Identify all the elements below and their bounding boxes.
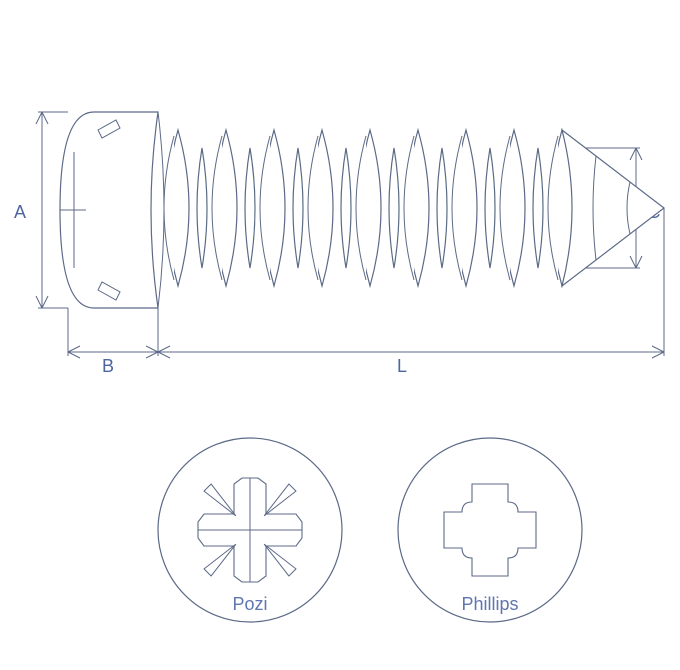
svg-text:Pozi: Pozi xyxy=(232,594,267,614)
svg-text:Phillips: Phillips xyxy=(461,594,518,614)
svg-text:B: B xyxy=(102,356,114,376)
svg-text:A: A xyxy=(14,202,26,222)
svg-text:L: L xyxy=(397,356,407,376)
